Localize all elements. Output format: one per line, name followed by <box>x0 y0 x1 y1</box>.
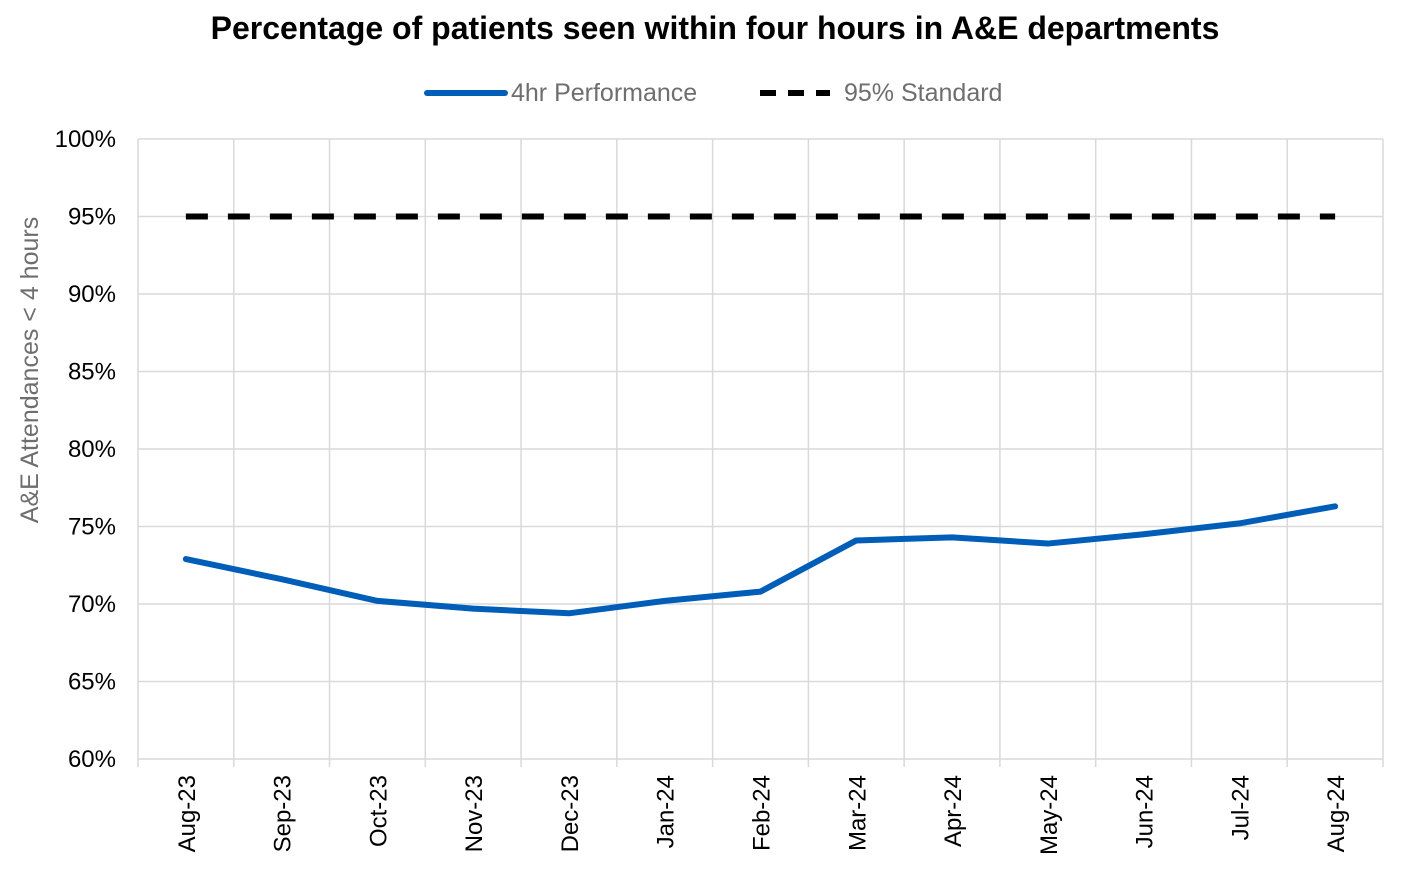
x-tick-label: Aug-23 <box>174 775 201 852</box>
y-tick-label: 95% <box>68 204 116 231</box>
y-tick-label: 90% <box>68 281 116 308</box>
y-tick-label: 60% <box>68 746 116 773</box>
gridlines <box>137 138 1384 767</box>
x-tick-label: May-24 <box>1036 775 1063 855</box>
y-tick-label: 80% <box>68 436 116 463</box>
y-tick-label: 85% <box>68 359 116 386</box>
x-tick-label: Jun-24 <box>1132 775 1159 848</box>
x-tick-label: Apr-24 <box>940 775 967 847</box>
series-layer <box>182 213 1339 617</box>
y-axis-label: A&E Attendances < 4 hours <box>16 217 44 523</box>
x-tick-label: Jul-24 <box>1227 775 1254 840</box>
x-tick-label: Dec-23 <box>557 775 584 852</box>
x-tick-label: Feb-24 <box>749 775 776 851</box>
legend-label-standard: 95% Standard <box>844 79 1002 107</box>
x-tick-label: Sep-23 <box>270 775 297 852</box>
x-tick-label: Nov-23 <box>461 775 488 852</box>
y-tick-label: 70% <box>68 591 116 618</box>
x-tick-label: Jan-24 <box>653 775 680 848</box>
series-line-performance <box>182 503 1339 617</box>
x-tick-label: Mar-24 <box>844 775 871 851</box>
legend-label-performance: 4hr Performance <box>511 79 697 107</box>
y-tick-label: 100% <box>55 126 116 153</box>
y-axis: 60% 65% 70% 75% 80% 85% 90% 95% 100% <box>55 126 116 773</box>
legend: 4hr Performance 95% Standard <box>424 79 1002 107</box>
x-tick-label: Oct-23 <box>365 775 392 847</box>
y-tick-label: 65% <box>68 669 116 696</box>
chart-title: Percentage of patients seen within four … <box>211 10 1220 46</box>
x-tick-label: Aug-24 <box>1323 775 1350 852</box>
y-tick-label: 75% <box>68 514 116 541</box>
x-axis: Aug-23 Sep-23 Oct-23 Nov-23 Dec-23 Jan-24 Feb-… <box>174 775 1350 855</box>
